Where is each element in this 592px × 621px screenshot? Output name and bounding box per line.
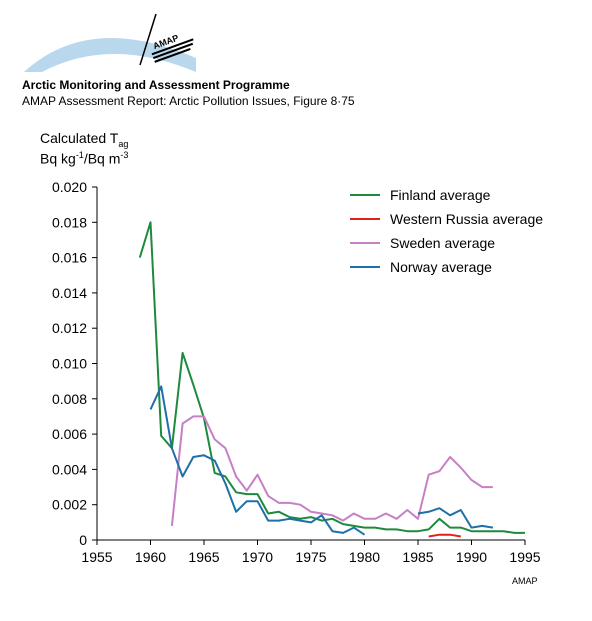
x-tick-label: 1970 <box>242 549 273 565</box>
series-norway-average <box>149 385 494 536</box>
y-axis-label-main: Calculated T <box>40 130 119 146</box>
x-tick-label: 1975 <box>295 549 326 565</box>
legend-label: Sweden average <box>390 235 495 251</box>
y-axis-unit-sup1: -1 <box>75 150 84 160</box>
series-western-russia-average <box>428 533 461 538</box>
series-line <box>428 533 461 538</box>
x-tick-label: 1960 <box>135 549 166 565</box>
y-tick-label: 0.014 <box>52 285 87 301</box>
y-tick-label: 0.018 <box>52 214 87 230</box>
y-axis-label-line2: Bq kg-1/Bq m-3 <box>40 150 128 167</box>
logo-slash <box>139 13 157 66</box>
footer-credit: AMAP <box>512 576 538 586</box>
logo-scribble-1 <box>151 38 194 56</box>
legend-label: Finland average <box>390 187 491 203</box>
logo-scribble-3 <box>154 47 191 63</box>
x-tick-label: 1955 <box>81 549 112 565</box>
y-tick-label: 0.008 <box>52 391 87 407</box>
y-tick-label: 0.020 <box>52 179 87 195</box>
y-tick-label: 0.006 <box>52 426 87 442</box>
logo-arc <box>24 38 196 72</box>
x-tick-label: 1990 <box>456 549 487 565</box>
legend-label: Norway average <box>390 259 492 275</box>
y-tick-label: 0.010 <box>52 356 87 372</box>
x-tick-label: 1965 <box>188 549 219 565</box>
y-tick-label: 0 <box>79 532 87 548</box>
x-tick-label: 1985 <box>402 549 433 565</box>
y-tick-label: 0.012 <box>52 320 87 336</box>
y-tick-label: 0.016 <box>52 250 87 266</box>
y-axis-unit-b: /Bq m <box>83 150 121 167</box>
y-axis-unit-sup2: -3 <box>120 150 129 160</box>
y-axis-label-subscript: ag <box>118 138 129 149</box>
y-tick-label: 0.004 <box>52 461 87 477</box>
series-sweden-average <box>170 415 493 527</box>
series-line <box>170 415 493 527</box>
chart-legend: Finland average Western Russia average Swe… <box>350 187 543 275</box>
y-axis-label-line1: Calculated Tag <box>40 130 128 149</box>
y-tick-label: 0.002 <box>52 497 87 513</box>
x-tick-label: 1980 <box>349 549 380 565</box>
x-tick-label: 1995 <box>509 549 540 565</box>
legend-label: Western Russia average <box>390 211 543 227</box>
amap-logo: AMAP <box>24 13 196 72</box>
logo-scribble-2 <box>152 42 194 60</box>
report-subtitle: AMAP Assessment Report: Arctic Pollution… <box>22 94 355 108</box>
chart-axes: 0 0.002 0.004 0.006 0.008 0.010 0.012 0.014 0.01… <box>52 179 541 565</box>
y-axis-unit-a: Bq kg <box>40 150 76 167</box>
chart-series <box>138 221 525 538</box>
series-line <box>417 507 494 529</box>
org-title: Arctic Monitoring and Assessment Program… <box>22 78 290 92</box>
series-line <box>149 385 366 536</box>
